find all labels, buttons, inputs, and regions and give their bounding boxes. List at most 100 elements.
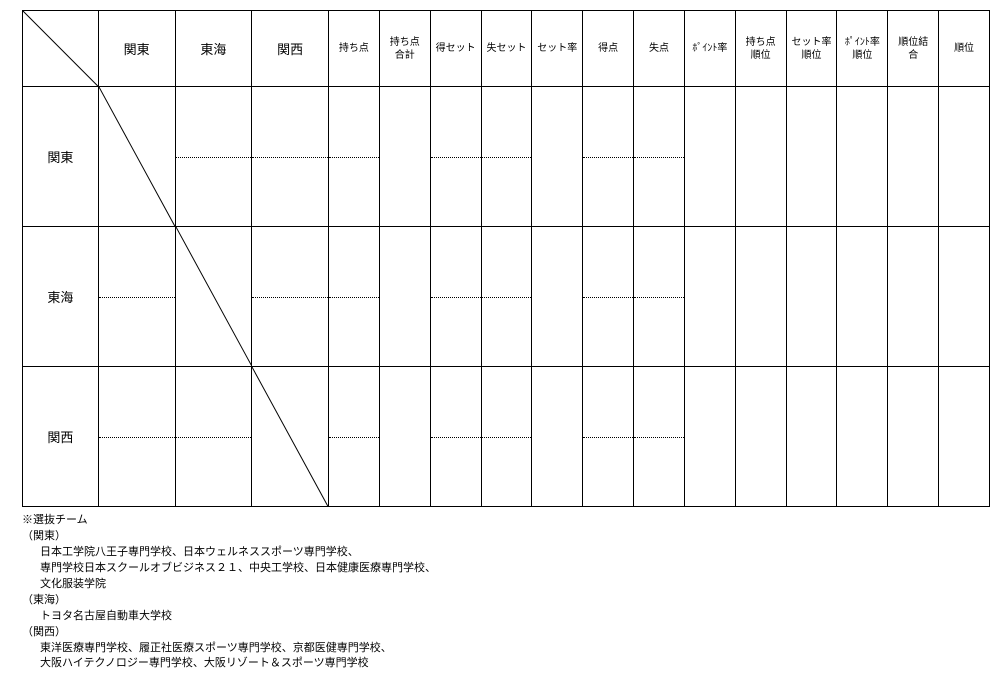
row-1: 東海 (23, 227, 990, 367)
cell-r1-vs0 (98, 227, 175, 367)
footnote-group-2-label: （関西） (22, 625, 990, 641)
cell-r2-stat3 (481, 367, 532, 507)
col-header-stat-5: 得点 (583, 11, 634, 87)
corner-cell (23, 11, 99, 87)
row-2: 関西 (23, 367, 990, 507)
dotted-divider (431, 297, 481, 298)
cell-r0-vs0 (98, 87, 175, 227)
cell-r0-stat7 (684, 87, 735, 227)
cell-r0-stat9 (786, 87, 837, 227)
dotted-divider (634, 157, 684, 158)
col-header-stat-0: 持ち点 (329, 11, 380, 87)
cell-r2-stat8 (735, 367, 786, 507)
cell-r0-stat11 (888, 87, 939, 227)
cell-r2-vs1 (175, 367, 252, 507)
header-row: 関東 東海 関西 持ち点 持ち点合計 得セット 失セット セット率 得点 失点 … (23, 11, 990, 87)
col-header-stat-7: ﾎﾟｲﾝﾄ率 (684, 11, 735, 87)
cell-r0-stat8 (735, 87, 786, 227)
cell-r2-stat11 (888, 367, 939, 507)
standings-table: 関東 東海 関西 持ち点 持ち点合計 得セット 失セット セット率 得点 失点 … (22, 10, 990, 507)
col-header-stat-2: 得セット (430, 11, 481, 87)
footnote-group-2-line-0: 東洋医療専門学校、履正社医療スポーツ専門学校、京都医健専門学校、 (22, 641, 990, 657)
row-label-1-text: 東海 (47, 290, 73, 305)
col-header-stat-6: 失点 (634, 11, 685, 87)
cell-r2-stat12 (939, 367, 990, 507)
cell-r2-stat9 (786, 367, 837, 507)
cell-r1-vs2 (252, 227, 329, 367)
cell-r0-stat5 (583, 87, 634, 227)
dotted-divider (583, 157, 633, 158)
col-header-stat-9: セット率順位 (786, 11, 837, 87)
cell-r0-vs1 (175, 87, 252, 227)
cell-r1-stat4 (532, 227, 583, 367)
cell-r0-stat3 (481, 87, 532, 227)
cell-r0-stat0 (329, 87, 380, 227)
cell-r1-stat6 (634, 227, 685, 367)
row-0: 関東 (23, 87, 990, 227)
dotted-divider (329, 437, 379, 438)
cell-r2-stat10 (837, 367, 888, 507)
dotted-divider (176, 157, 252, 158)
dotted-divider (329, 157, 379, 158)
footnotes: ※選抜チーム （関東） 日本工学院八王子専門学校、日本ウェルネススポーツ専門学校… (22, 513, 990, 672)
cell-r2-vs0 (98, 367, 175, 507)
footnote-group-0-line-0: 日本工学院八王子専門学校、日本ウェルネススポーツ専門学校、 (22, 545, 990, 561)
row-label-2: 関西 (23, 367, 99, 507)
cell-r0-stat1 (379, 87, 430, 227)
dotted-divider (431, 437, 481, 438)
cell-r1-stat12 (939, 227, 990, 367)
cell-r1-vs1 (175, 227, 252, 367)
dotted-divider (329, 297, 379, 298)
dotted-divider (431, 157, 481, 158)
cell-r0-stat10 (837, 87, 888, 227)
cell-r2-vs2 (252, 367, 329, 507)
footnote-group-1-label: （東海） (22, 593, 990, 609)
footnote-group-0-line-2: 文化服装学院 (22, 577, 990, 593)
col-header-stat-11: 順位結合 (888, 11, 939, 87)
cell-r1-stat7 (684, 227, 735, 367)
cell-r1-stat8 (735, 227, 786, 367)
cell-r2-stat7 (684, 367, 735, 507)
row-label-1: 東海 (23, 227, 99, 367)
dotted-divider (583, 437, 633, 438)
cell-r1-stat9 (786, 227, 837, 367)
col-header-stat-10: ﾎﾟｲﾝﾄ率順位 (837, 11, 888, 87)
col-header-vs-1: 東海 (175, 11, 252, 87)
dotted-divider (252, 157, 328, 158)
cell-r1-stat1 (379, 227, 430, 367)
dotted-divider (99, 437, 175, 438)
cell-r1-stat5 (583, 227, 634, 367)
cell-r1-stat0 (329, 227, 380, 367)
row-label-2-text: 関西 (47, 430, 73, 445)
dotted-divider (634, 297, 684, 298)
dotted-divider (482, 157, 532, 158)
dotted-divider (634, 437, 684, 438)
col-header-vs-2: 関西 (252, 11, 329, 87)
col-header-stat-12: 順位 (939, 11, 990, 87)
dotted-divider (482, 437, 532, 438)
row-label-0: 関東 (23, 87, 99, 227)
cell-r2-stat1 (379, 367, 430, 507)
cell-r0-stat6 (634, 87, 685, 227)
col-header-stat-1: 持ち点合計 (379, 11, 430, 87)
standings-table-container: 関東 東海 関西 持ち点 持ち点合計 得セット 失セット セット率 得点 失点 … (22, 10, 990, 507)
col-header-stat-8: 持ち点順位 (735, 11, 786, 87)
cell-r1-stat3 (481, 227, 532, 367)
dotted-divider (482, 297, 532, 298)
footnote-group-0-line-1: 専門学校日本スクールオブビジネス２１、中央工学校、日本健康医療専門学校、 (22, 561, 990, 577)
cell-r1-stat10 (837, 227, 888, 367)
cell-r1-stat2 (430, 227, 481, 367)
col-header-stat-3: 失セット (481, 11, 532, 87)
footnote-group-1-line-0: トヨタ名古屋自動車大学校 (22, 609, 990, 625)
footnote-group-2-line-1: 大阪ハイテクノロジー専門学校、大阪リゾート＆スポーツ専門学校 (22, 656, 990, 672)
cell-r0-stat12 (939, 87, 990, 227)
dotted-divider (583, 297, 633, 298)
dotted-divider (176, 437, 252, 438)
cell-r2-stat2 (430, 367, 481, 507)
cell-r1-stat11 (888, 227, 939, 367)
cell-r0-stat4 (532, 87, 583, 227)
cell-r2-stat4 (532, 367, 583, 507)
cell-r2-stat0 (329, 367, 380, 507)
col-header-vs-0: 関東 (98, 11, 175, 87)
dotted-divider (99, 297, 175, 298)
